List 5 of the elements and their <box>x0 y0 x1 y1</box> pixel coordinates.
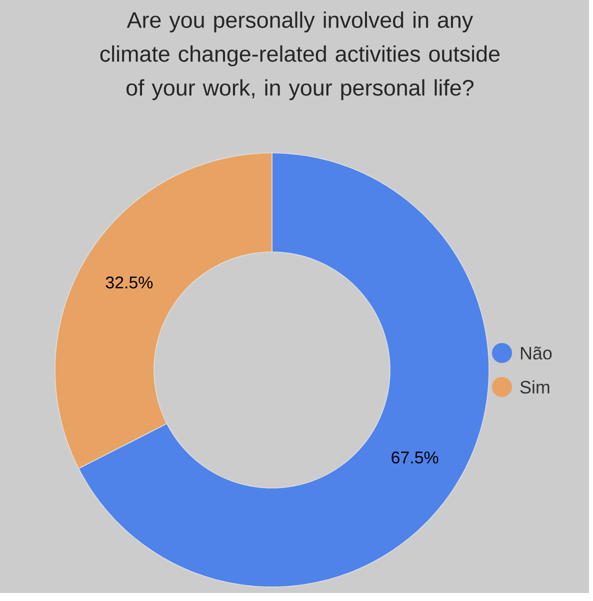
legend-label: Não <box>520 346 552 360</box>
data-label: 32.5% <box>106 276 153 288</box>
data-label: 67.5% <box>392 452 438 464</box>
chart-title: Are you personally involved in any climate change-related activities outside of your work, in your personal life? <box>100 12 500 100</box>
legend-label: Sim <box>520 380 550 394</box>
